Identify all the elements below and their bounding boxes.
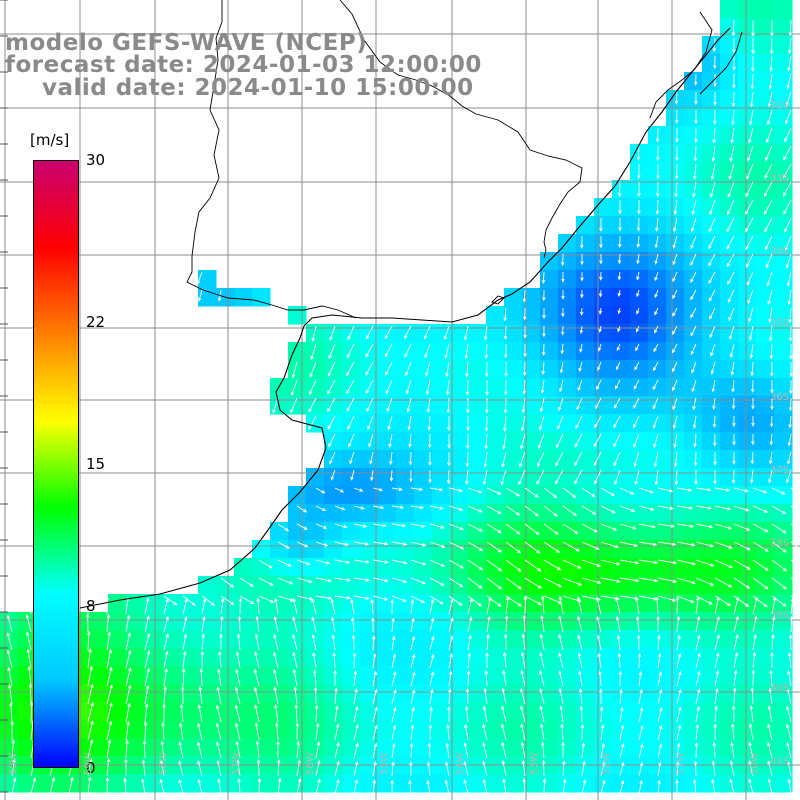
latitude-label: 39S [770, 610, 790, 621]
longitude-label: 55W [379, 752, 390, 775]
latitude-label: 35S [770, 318, 790, 329]
longitude-label: 53W [529, 752, 540, 775]
longitude-label: 59W [83, 752, 94, 775]
longitude-label: 50W [749, 752, 760, 775]
colorbar-unit: [m/s] [30, 131, 70, 149]
colorbar [33, 160, 79, 768]
map-title-model: modelo GEFS-WAVE (NCEP) [5, 30, 368, 56]
latitude-label: 41S [770, 756, 790, 767]
latitude-label: 40S [770, 683, 790, 694]
longitude-label: 51W [675, 752, 686, 775]
longitude-label: 56W [305, 752, 316, 775]
latitude-label: 38S [770, 538, 790, 549]
longitude-label: 60W [8, 752, 19, 775]
longitude-label: 52W [601, 752, 612, 775]
latitude-label: 37S [770, 465, 790, 476]
longitude-label: 57W [231, 752, 242, 775]
colorbar-tick-label: 15 [86, 455, 106, 473]
border-line [186, 0, 583, 319]
colorbar-tick-label: 8 [86, 596, 96, 615]
wind-vectors [6, 19, 800, 795]
latitude-label: 34S [770, 246, 790, 257]
longitude-label: 54W [455, 752, 466, 775]
map-title-forecast-date: forecast date: 2024-01-03 12:00:00 [5, 52, 482, 78]
lagoon-outline [491, 11, 743, 305]
latitude-label: 32S [770, 100, 790, 111]
colorbar-tick-label: 22 [86, 313, 106, 332]
longitude-label: 58W [158, 752, 169, 775]
coastline [79, 27, 731, 609]
colorbar-tick-label: 30 [86, 151, 106, 169]
map-title-valid-date: valid date: 2024-01-10 15:00:00 [42, 75, 474, 101]
colorbar-tick-label: 0 [86, 759, 96, 777]
latitude-label: 36S [770, 392, 790, 403]
latitude-label: 33S [770, 173, 790, 184]
